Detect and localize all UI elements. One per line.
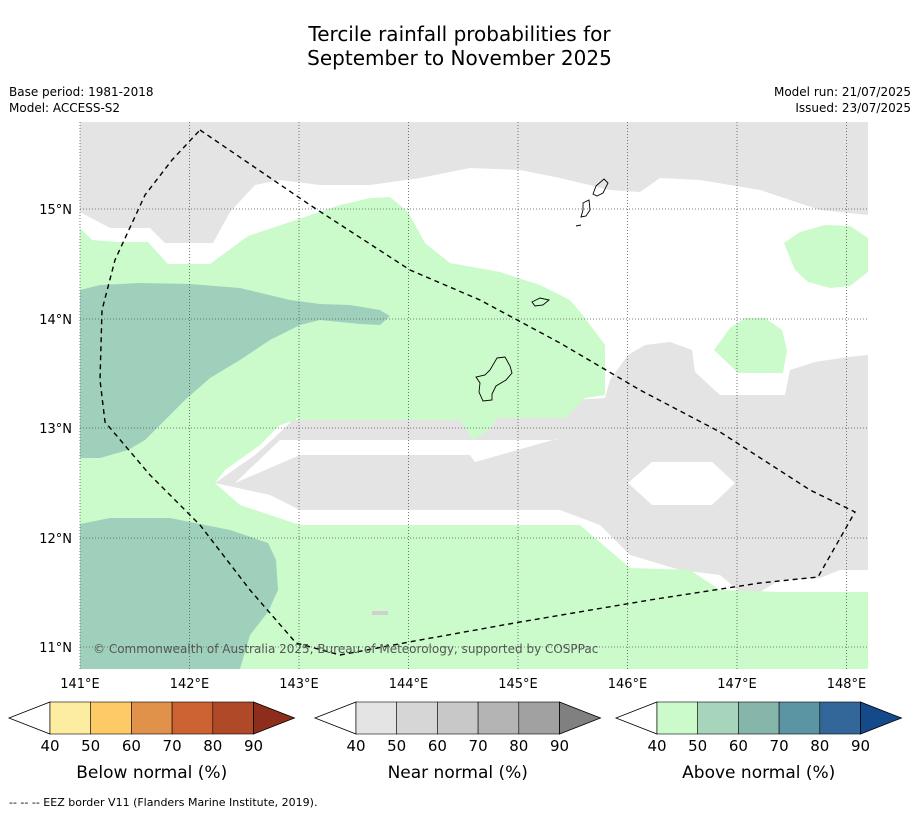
white-gap-south [296, 418, 300, 420]
colorbar-tick-label: 90 [550, 737, 569, 755]
colorbar-min-extend [614, 701, 658, 735]
colorbar-tick-label: 80 [810, 737, 829, 755]
colorbar-label: Below normal (%) [76, 763, 227, 783]
above-normal-50-region-ne [784, 225, 868, 288]
colorbar-max-extend [559, 701, 602, 735]
meta-right: Model run: 21/07/2025 Issued: 23/07/2025 [774, 84, 911, 116]
colorbar-segment [697, 701, 739, 735]
near-normal-region-east [215, 342, 868, 592]
saipan-island [592, 178, 609, 197]
latitude-label: 13°N [39, 422, 72, 437]
colorbar-segment [738, 701, 780, 735]
above-normal-50-region-mid [714, 318, 787, 373]
colorbar-segment [171, 701, 214, 735]
colorbar-tick-label: 80 [509, 737, 528, 755]
colorbar-min-extend [7, 701, 51, 735]
colorbar: 40 50 60 70 80 90 Near normal (%) [313, 701, 602, 783]
longitude-label: 145°E [498, 677, 538, 692]
colorbar-segment [355, 701, 398, 735]
colorbar-segment [90, 701, 132, 735]
latitude-label: 14°N [39, 313, 72, 328]
colorbar-tick-label: 80 [203, 737, 222, 755]
colorbar-segment [477, 701, 520, 735]
above-normal-60-region-nw [80, 283, 390, 458]
colorbar-tick-label: 50 [81, 737, 100, 755]
colorbar-tick-label: 60 [428, 737, 447, 755]
longitude-label: 143°E [279, 677, 319, 692]
colorbar-segment [49, 701, 92, 735]
colorbar-segment [819, 701, 861, 735]
coastlines [475, 178, 609, 402]
colorbar-tick-label: 70 [770, 737, 789, 755]
colorbar-min-extend [313, 701, 357, 735]
rota-island [531, 297, 550, 307]
title-line-1: Tercile rainfall probabilities for [308, 22, 611, 46]
eez-footnote: -- -- -- EEZ border V11 (Flanders Marine… [9, 796, 318, 809]
latitude-label: 12°N [39, 532, 72, 547]
colorbar-max-extend [860, 701, 903, 735]
issued-text: Issued: 23/07/2025 [795, 101, 911, 115]
longitude-label: 146°E [608, 677, 648, 692]
colorbar-segment [656, 701, 699, 735]
colorbar-tick-label: 60 [729, 737, 748, 755]
copyright-text: © Commonwealth of Australia 2025, Bureau… [93, 642, 598, 656]
near-normal-dot [372, 611, 388, 615]
base-period-text: Base period: 1981-2018 [9, 85, 154, 99]
colorbar: 40 50 60 70 80 90 Above normal (%) [614, 701, 903, 783]
colorbar-tick-label: 50 [688, 737, 707, 755]
gap-east-2 [628, 462, 735, 505]
guam-island [475, 356, 513, 402]
title-line-2: September to November 2025 [307, 46, 612, 70]
colorbar-segment [518, 701, 560, 735]
colorbar-segment [396, 701, 438, 735]
colorbar-tick-label: 90 [851, 737, 870, 755]
probability-fields [80, 122, 868, 669]
colorbar-max-extend [253, 701, 296, 735]
longitude-label: 147°E [717, 677, 757, 692]
model-run-text: Model run: 21/07/2025 [773, 85, 911, 99]
longitude-label: 144°E [389, 677, 429, 692]
longitude-label: 148°E [827, 677, 867, 692]
colorbar-label: Near normal (%) [388, 763, 528, 783]
eez-border [99, 129, 856, 656]
near-normal-region-north [80, 122, 868, 243]
longitude-labels: 141°E 142°E 143°E 144°E 145°E 146°E 147°E 148°E [60, 677, 866, 692]
colorbar-segment [437, 701, 479, 735]
meta-left: Base period: 1981-2018 Model: ACCESS-S2 [9, 84, 154, 116]
below-gap-small [822, 476, 858, 490]
colorbar: 40 50 60 70 80 90 Below normal (%) [7, 701, 296, 783]
colorbar-tick-label: 40 [40, 737, 59, 755]
colorbar-tick-label: 90 [244, 737, 263, 755]
gap-east-1 [235, 438, 560, 483]
latitude-labels: 15°N 14°N 13°N 12°N 11°N [39, 203, 72, 656]
longitude-label: 142°E [170, 677, 210, 692]
aguijan-island [575, 224, 582, 227]
tinian-island [580, 199, 591, 218]
colorbar-segment [778, 701, 821, 735]
colorbar-tick-label: 40 [346, 737, 365, 755]
map-title: Tercile rainfall probabilities for Septe… [0, 22, 919, 70]
model-text: Model: ACCESS-S2 [9, 101, 121, 115]
colorbar-tick-label: 70 [163, 737, 182, 755]
latitude-label: 15°N [39, 203, 72, 218]
colorbar-tick-label: 70 [469, 737, 488, 755]
colorbar-legends: 40 50 60 70 80 90 Below normal (%) 40 50 60 70 80 90… [7, 701, 903, 783]
colorbar-tick-label: 40 [647, 737, 666, 755]
longitude-label: 141°E [60, 677, 100, 692]
latitude-label: 11°N [39, 641, 72, 656]
above-normal-60-region-sw [80, 518, 278, 669]
graticule [79, 122, 868, 669]
colorbar-tick-label: 60 [122, 737, 141, 755]
colorbar-label: Above normal (%) [682, 763, 835, 783]
colorbar-segment [131, 701, 173, 735]
colorbar-segment [212, 701, 254, 735]
colorbar-tick-label: 50 [387, 737, 406, 755]
